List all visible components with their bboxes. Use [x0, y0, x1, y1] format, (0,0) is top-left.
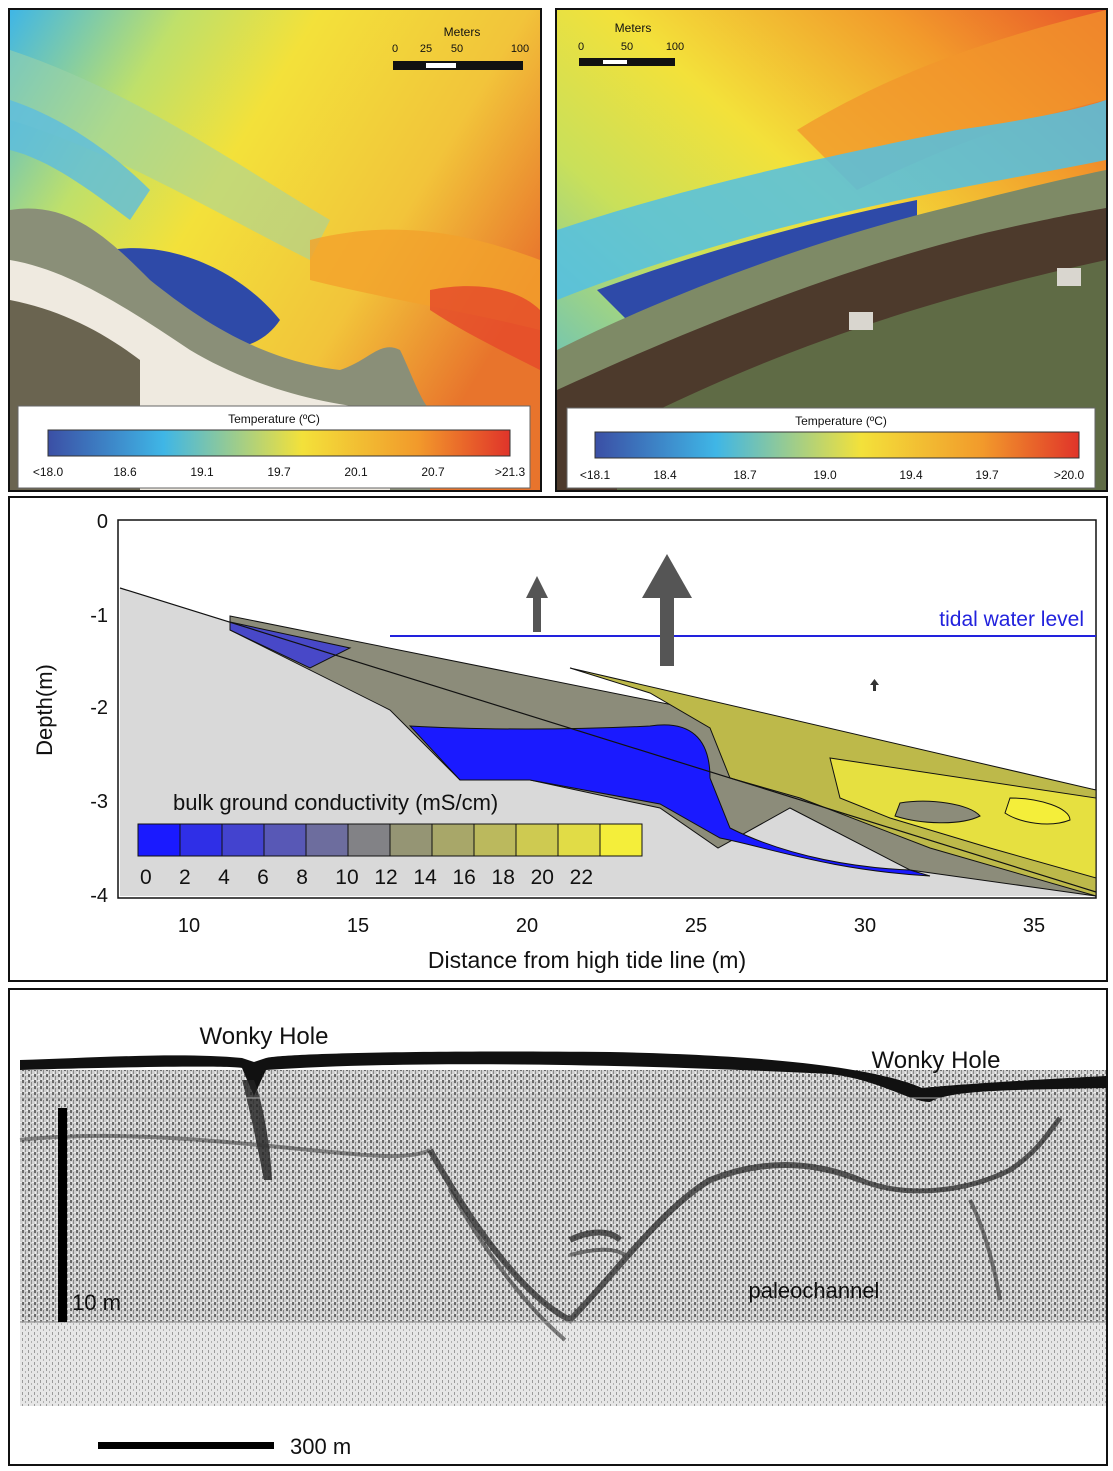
x-tick: 30 [854, 915, 876, 937]
scale-bar-title: Meters [615, 21, 652, 35]
conductivity-legend-tick: 4 [218, 866, 230, 889]
y-tick: -3 [90, 791, 108, 813]
temperature-legend-title: Temperature (ºC) [795, 414, 887, 428]
paleochannel-label: paleochannel [749, 1278, 880, 1303]
y-tick: -1 [90, 605, 108, 627]
horizontal-scale-bar [98, 1442, 274, 1449]
conductivity-swatch [431, 823, 475, 857]
legend-tick: >20.0 [1054, 468, 1085, 482]
conductivity-swatch [137, 823, 181, 857]
conductivity-legend-tick: 8 [296, 866, 308, 889]
wonky-hole-right-label: Wonky Hole [872, 1047, 1001, 1074]
scale-tick: 100 [511, 43, 529, 55]
conductivity-swatch [557, 823, 601, 857]
thermal-map-left: Meters 0 25 50 100 Temperature (ºC) <18.… [8, 8, 542, 492]
conductivity-legend-tick: 22 [570, 866, 593, 889]
conductivity-legend-tick: 20 [531, 866, 554, 889]
x-tick: 20 [516, 915, 538, 937]
conductivity-swatch [305, 823, 349, 857]
conductivity-section-plot: tidal water level 0 -1 -2 -3 -4 10 15 20… [32, 511, 1097, 973]
temperature-legend-title: Temperature (ºC) [228, 412, 320, 426]
thermal-map-left-image: Meters 0 25 50 100 Temperature (ºC) <18.… [10, 10, 540, 490]
conductivity-legend-title: bulk ground conductivity (mS/cm) [173, 790, 498, 815]
y-axis-label: Depth(m) [32, 664, 57, 756]
conductivity-swatch [389, 823, 433, 857]
conductivity-swatch [263, 823, 307, 857]
scale-tick: 50 [451, 43, 463, 55]
legend-tick: 20.7 [421, 465, 445, 479]
conductivity-swatch [473, 823, 517, 857]
conductivity-legend-tick: 10 [335, 866, 358, 889]
legend-tick: 18.6 [113, 465, 137, 479]
conductivity-swatch [599, 823, 643, 857]
scale-bar [393, 61, 523, 70]
thermal-map-right-image: Meters 0 50 100 Temperature (ºC) <18.1 1… [557, 10, 1106, 490]
conductivity-swatch [179, 823, 223, 857]
x-tick: 25 [685, 915, 707, 937]
conductivity-swatch [515, 823, 559, 857]
legend-tick: 19.4 [899, 468, 923, 482]
seabed-surface-line [119, 587, 1097, 893]
tiny-upward-arrow-icon [870, 679, 879, 691]
x-tick: 10 [178, 915, 200, 937]
scale-tick: 100 [666, 41, 684, 53]
temperature-color-ramp [47, 429, 511, 457]
conductivity-section-panel: tidal water level 0 -1 -2 -3 -4 10 15 20… [8, 496, 1108, 982]
horizontal-scale-label: 300 m [290, 1434, 351, 1459]
conductivity-swatch [221, 823, 265, 857]
vertical-scale-label: 10 m [72, 1290, 121, 1315]
legend-tick: 19.7 [267, 465, 291, 479]
y-tick: 0 [97, 511, 108, 533]
conductivity-legend-tick: 2 [179, 866, 191, 889]
conductivity-legend-tick: 18 [492, 866, 515, 889]
conductivity-legend-tick: 14 [413, 866, 437, 889]
x-axis-label: Distance from high tide line (m) [428, 947, 746, 973]
y-tick: -2 [90, 697, 108, 719]
legend-tick: >21.3 [495, 465, 526, 479]
seismic-profile-panel: Wonky Hole Wonky Hole paleochannel 10 m … [8, 988, 1108, 1466]
tidal-water-level-label: tidal water level [939, 608, 1084, 631]
legend-tick: 19.1 [190, 465, 214, 479]
legend-tick: 20.1 [344, 465, 368, 479]
scale-tick: 0 [392, 43, 398, 55]
legend-tick: <18.0 [33, 465, 64, 479]
conductivity-legend-ticks: 0 2 4 6 8 10 12 14 16 18 20 22 [140, 866, 593, 889]
legend-tick: <18.1 [580, 468, 611, 482]
legend-tick: 18.7 [733, 468, 757, 482]
conductivity-legend-swatches [137, 823, 643, 857]
scale-bar-title: Meters [444, 25, 481, 39]
seismic-profile-image: Wonky Hole Wonky Hole paleochannel 10 m … [10, 1023, 1106, 1464]
temperature-color-ramp [594, 431, 1080, 459]
scale-tick: 25 [420, 43, 432, 55]
wonky-hole-left-label: Wonky Hole [200, 1023, 329, 1050]
large-upward-arrow-icon [642, 554, 692, 666]
x-tick: 35 [1023, 915, 1045, 937]
conductivity-legend-tick: 16 [452, 866, 475, 889]
scale-tick: 0 [578, 41, 584, 53]
x-tick: 15 [347, 915, 369, 937]
y-tick: -4 [90, 885, 108, 907]
small-upward-arrow-icon [526, 576, 548, 632]
legend-tick: 18.4 [653, 468, 677, 482]
conductivity-legend-tick: 0 [140, 866, 152, 889]
thermal-map-right: Meters 0 50 100 Temperature (ºC) <18.1 1… [555, 8, 1108, 492]
legend-tick: 19.0 [813, 468, 837, 482]
conductivity-legend-tick: 12 [374, 866, 397, 889]
scale-tick: 50 [621, 41, 633, 53]
conductivity-swatch [347, 823, 391, 857]
vertical-scale-bar [58, 1108, 67, 1322]
conductivity-legend-tick: 6 [257, 866, 269, 889]
legend-tick: 19.7 [975, 468, 999, 482]
